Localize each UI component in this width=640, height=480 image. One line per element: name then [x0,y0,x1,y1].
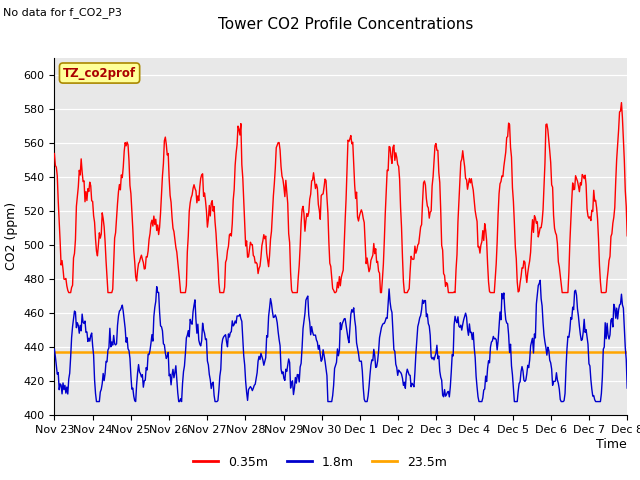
Text: TZ_co2prof: TZ_co2prof [63,67,136,80]
Text: Time: Time [596,438,627,451]
Text: Tower CO2 Profile Concentrations: Tower CO2 Profile Concentrations [218,17,474,32]
Legend: 0.35m, 1.8m, 23.5m: 0.35m, 1.8m, 23.5m [188,451,452,474]
Y-axis label: CO2 (ppm): CO2 (ppm) [5,203,18,270]
Text: No data for f_CO2_P3: No data for f_CO2_P3 [3,7,122,18]
